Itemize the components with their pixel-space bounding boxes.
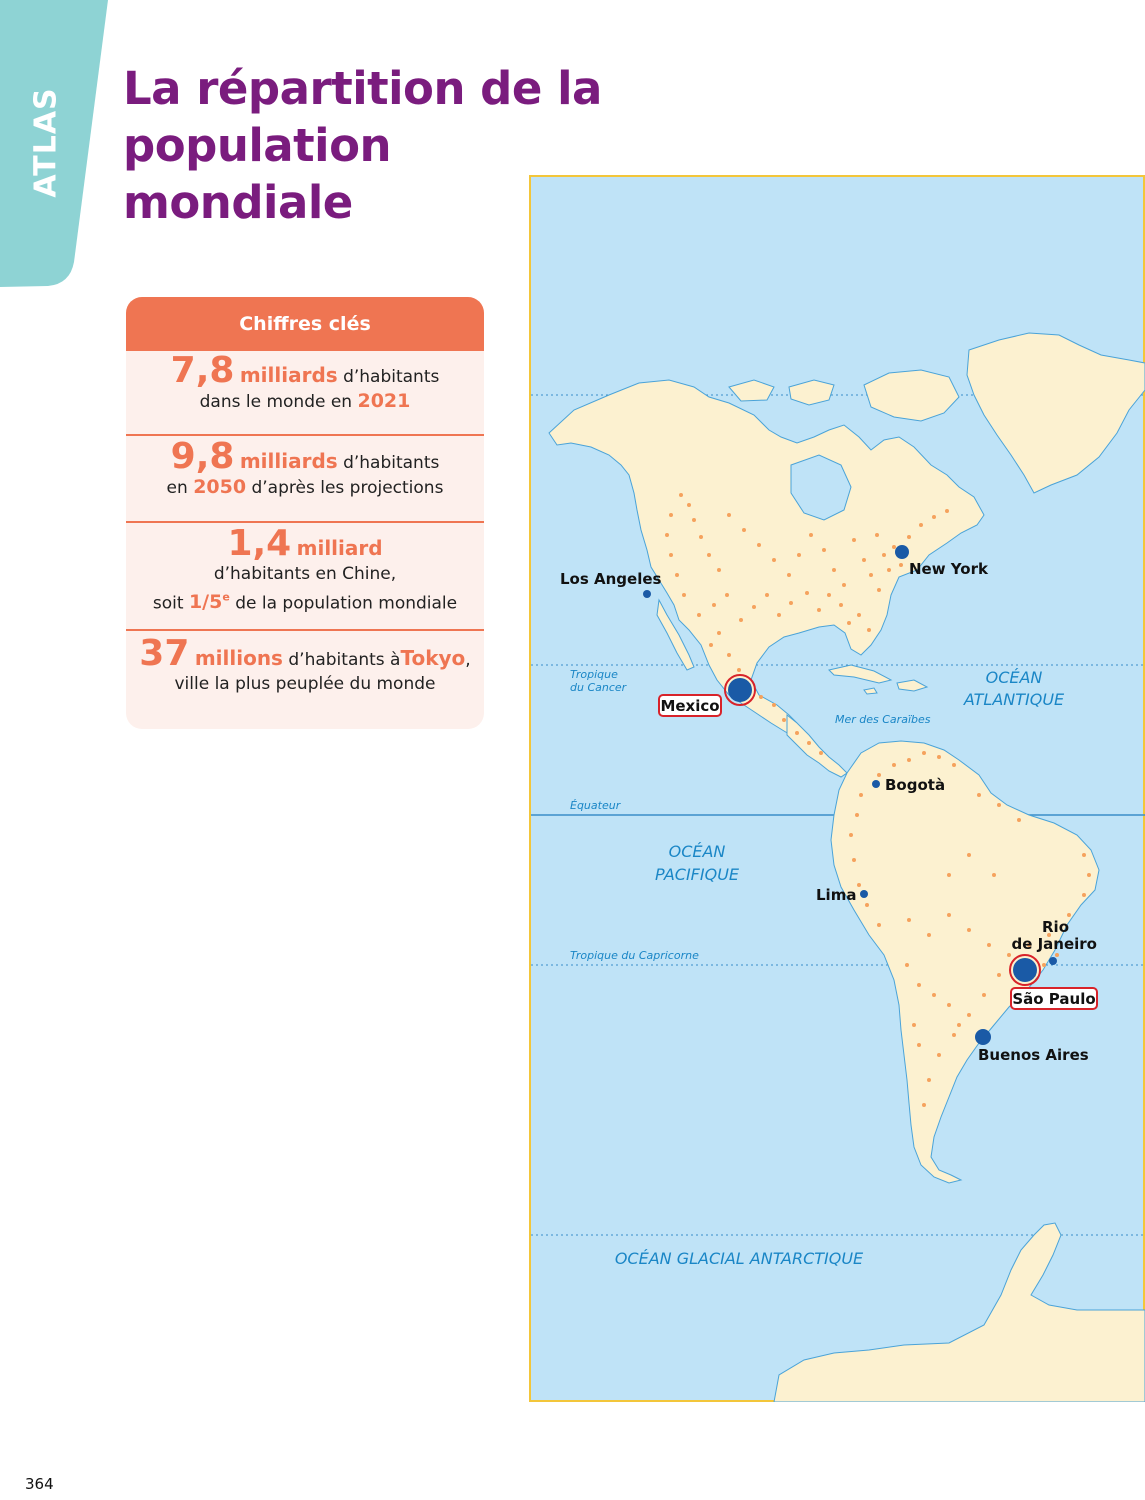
city-marker-lima: [860, 890, 868, 898]
fact2-unit: milliards: [239, 449, 338, 473]
label-tropic-cancer-1: Tropique: [570, 668, 618, 681]
fact1-unit: milliards: [239, 363, 338, 387]
fact3-fraction: 1/5e: [188, 591, 230, 614]
city-label-bogota: Bogotà: [885, 776, 945, 794]
city-label-rio-2: de Janeiro: [1011, 935, 1097, 953]
atlas-tab-shape: [0, 0, 108, 287]
city-marker-sao-paulo: [1013, 958, 1037, 982]
city-label-box-sao-paulo: [1010, 987, 1098, 1010]
city-label-buenos-aires: Buenos Aires: [978, 1046, 1089, 1064]
fact2-text-a: d’habitants: [343, 453, 440, 473]
fact2-number: 9,8: [170, 436, 235, 477]
fact4-text-a: d’habitants à: [288, 650, 401, 670]
city-label-mexico: Mexico: [660, 697, 719, 715]
hudson-bay: [790, 454, 852, 521]
fact4-unit: millions: [194, 646, 283, 670]
americas-population-map: Tropique du Cancer OCÉAN ATLANTIQUE Mer …: [529, 175, 1145, 1402]
megacity-ring-sao-paulo: [1009, 954, 1041, 986]
label-tropic-cancer-2: du Cancer: [570, 681, 628, 694]
antarctica-land: [773, 1222, 1145, 1402]
fact-divider: [126, 521, 484, 523]
page-title-line1: La répartition de la population: [123, 62, 602, 172]
label-ocean-atlantic-2: ATLANTIQUE: [963, 690, 1065, 709]
city-marker-bogota: [872, 780, 880, 788]
fact-divider: [126, 629, 484, 631]
city-label-los-angeles: Los Angeles: [560, 570, 662, 588]
fact3-text-b-pre: soit: [152, 593, 184, 614]
population-dots: [665, 493, 1091, 1107]
north-america-land: [548, 379, 985, 738]
greenland-land: [966, 332, 1145, 494]
city-label-new-york: New York: [909, 560, 989, 578]
city-marker-mexico: [728, 678, 752, 702]
fact-projection-2050: 9,8 milliards d’habitants en 2050 d’aprè…: [126, 439, 484, 500]
megacity-ring-mexico: [724, 674, 756, 706]
atlas-tab: ATLAS: [0, 0, 108, 287]
key-figures-header: Chiffres clés: [126, 297, 484, 351]
city-label-sao-paulo: São Paulo: [1012, 990, 1095, 1008]
fact3-text-b-post: de la population mondiale: [235, 593, 458, 614]
fact4-text-b: ville la plus peuplée du monde: [174, 674, 436, 694]
page-title-line2: mondiale: [123, 176, 353, 229]
fact4-city: Tokyo: [400, 646, 466, 670]
fact1-number: 7,8: [170, 350, 235, 391]
city-marker-rio: [1049, 957, 1057, 965]
fact-world-population: 7,8 milliards d’habitants dans le monde …: [126, 353, 484, 414]
arctic-island: [728, 379, 775, 402]
fact1-text-a: d’habitants: [343, 367, 440, 387]
city-marker-los-angeles: [643, 590, 651, 598]
page-title: La répartition de la population mondiale: [123, 60, 883, 231]
city-label-box-mexico: [658, 694, 722, 717]
central-america-land: [786, 713, 848, 778]
jamaica-land: [863, 687, 878, 695]
fact2-text-b-post: d’après les projections: [251, 478, 444, 498]
label-tropic-capricorn: Tropique du Capricorne: [570, 949, 699, 962]
cuba-land: [828, 664, 893, 684]
fact3-text-a: d’habitants en Chine,: [213, 564, 397, 584]
label-ocean-pacific-2: PACIFIQUE: [655, 865, 740, 884]
fact4-number: 37: [139, 633, 190, 674]
arctic-island: [788, 379, 835, 406]
city-marker-new-york: [895, 545, 909, 559]
city-label-rio-1: Rio: [1042, 918, 1069, 936]
fact3-number: 1,4: [227, 523, 292, 564]
baja-california-land: [656, 598, 695, 671]
arctic-island: [863, 369, 960, 422]
south-america-land: [830, 740, 1100, 1184]
label-ocean-pacific-1: OCÉAN: [669, 842, 726, 861]
fact1-text-b: dans le monde en: [199, 392, 353, 412]
fact2-year: 2050: [193, 476, 247, 498]
label-ocean-antarctic: OCÉAN GLACIAL ANTARCTIQUE: [615, 1249, 864, 1268]
fact-china-population: 1,4 milliard d’habitants en Chine, soit …: [126, 526, 484, 615]
map-svg: Tropique du Cancer OCÉAN ATLANTIQUE Mer …: [529, 175, 1145, 1402]
label-ocean-atlantic-1: OCÉAN: [986, 668, 1043, 687]
label-equator: Équateur: [570, 799, 622, 812]
fact1-year: 2021: [357, 390, 411, 412]
city-marker-buenos-aires: [975, 1029, 991, 1045]
key-figures-card: Chiffres clés 7,8 milliards d’habitants …: [126, 297, 484, 729]
city-label-lima: Lima: [816, 886, 856, 904]
fact4-comma: ,: [465, 650, 471, 670]
page-number: 364: [25, 1475, 54, 1493]
label-caribbean: Mer des Caraïbes: [835, 713, 931, 726]
fact3-unit: milliard: [296, 536, 383, 560]
hispaniola-land: [896, 679, 929, 692]
fact-tokyo-population: 37 millions d’habitants àTokyo, ville la…: [126, 636, 484, 696]
fact2-text-b-pre: en: [166, 478, 188, 498]
atlas-tab-label: ATLAS: [28, 86, 64, 198]
fact-divider: [126, 434, 484, 436]
